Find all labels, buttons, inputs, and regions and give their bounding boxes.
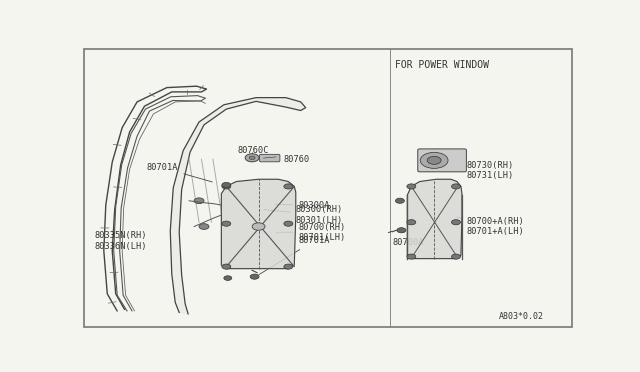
Text: 80700+A(RH)
80701+A(LH): 80700+A(RH) 80701+A(LH) <box>457 217 525 236</box>
Text: 80335N(RH)
80336N(LH): 80335N(RH) 80336N(LH) <box>95 231 147 251</box>
Text: FOR POWER WINDOW: FOR POWER WINDOW <box>395 60 489 70</box>
Text: 80300A: 80300A <box>275 201 330 209</box>
Circle shape <box>451 219 460 225</box>
Text: 80760C: 80760C <box>237 145 269 154</box>
Polygon shape <box>170 97 306 314</box>
Circle shape <box>222 184 231 189</box>
Polygon shape <box>221 179 296 269</box>
Circle shape <box>407 254 416 259</box>
Circle shape <box>224 276 232 280</box>
Circle shape <box>407 184 416 189</box>
Circle shape <box>194 198 204 203</box>
Circle shape <box>397 228 406 233</box>
Circle shape <box>222 221 231 226</box>
Text: 80700(RH)
80701(LH): 80700(RH) 80701(LH) <box>276 222 346 242</box>
Circle shape <box>284 184 292 189</box>
Circle shape <box>222 264 231 269</box>
Circle shape <box>428 156 441 164</box>
Circle shape <box>252 223 265 230</box>
Circle shape <box>284 264 292 269</box>
Text: 80700A: 80700A <box>392 230 424 247</box>
Polygon shape <box>408 179 462 259</box>
Circle shape <box>245 154 259 162</box>
Circle shape <box>451 254 460 259</box>
FancyBboxPatch shape <box>418 149 467 172</box>
Text: 80701A: 80701A <box>259 236 330 275</box>
Text: 80760: 80760 <box>278 155 310 164</box>
Circle shape <box>284 221 292 226</box>
Text: 80701A: 80701A <box>147 163 212 182</box>
Circle shape <box>222 182 231 187</box>
FancyBboxPatch shape <box>260 154 280 162</box>
Circle shape <box>250 274 259 279</box>
Circle shape <box>420 153 448 169</box>
Text: A803*0.02: A803*0.02 <box>499 312 544 321</box>
Text: 80300(RH)
80301(LH): 80300(RH) 80301(LH) <box>264 205 343 225</box>
Circle shape <box>407 219 416 225</box>
Circle shape <box>451 184 460 189</box>
Circle shape <box>249 156 255 160</box>
Circle shape <box>199 224 209 230</box>
Circle shape <box>396 198 404 203</box>
Text: 80730(RH)
80731(LH): 80730(RH) 80731(LH) <box>455 161 514 180</box>
